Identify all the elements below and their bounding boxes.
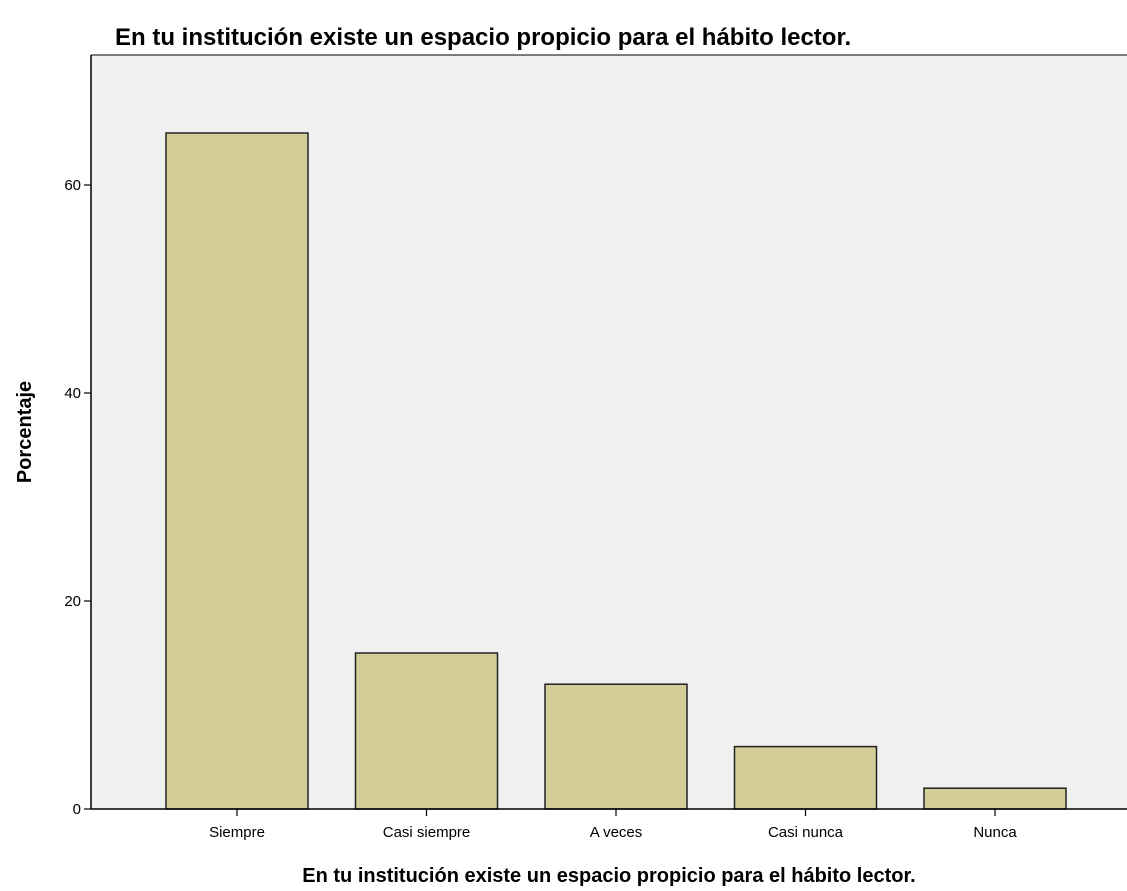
- x-axis-title: En tu institución existe un espacio prop…: [302, 865, 915, 887]
- bars: [165, 132, 1067, 810]
- bar-casi-nunca: [733, 745, 878, 810]
- chart-title: En tu institución existe un espacio prop…: [115, 24, 851, 51]
- x-tick-label: Casi nunca: [768, 824, 844, 841]
- x-tick-label: Siempre: [209, 824, 265, 841]
- y-tick-label: 0: [73, 801, 81, 818]
- bar-siempre: [165, 132, 309, 810]
- x-tick-label: Casi siempre: [383, 824, 471, 841]
- y-tick-label: 40: [64, 385, 81, 402]
- x-axis-ticks: Siempre Casi siempre A veces Casi nunca Nunc…: [209, 809, 1017, 841]
- bar-a-veces: [544, 683, 688, 810]
- x-tick-label: A veces: [590, 824, 643, 841]
- x-tick-label: Nunca: [973, 824, 1017, 841]
- y-tick-label: 60: [64, 177, 81, 194]
- y-tick-label: 20: [64, 593, 81, 610]
- y-axis-ticks: 0 20 40 60: [64, 177, 91, 818]
- bar-nunca: [923, 787, 1067, 810]
- y-axis-title: Porcentaje: [14, 381, 36, 483]
- bar-casi-siempre: [354, 652, 499, 810]
